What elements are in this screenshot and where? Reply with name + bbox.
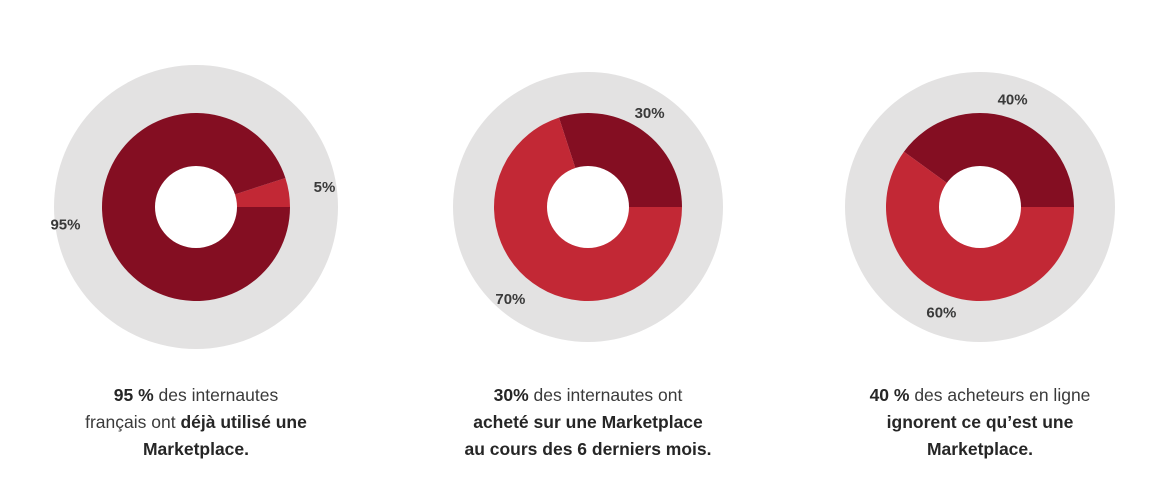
caption-3: 40 % des acheteurs en ligne ignorent ce … — [784, 382, 1176, 463]
donut-chart-1: 5% 95% — [50, 65, 338, 349]
donut-3-slice-1 — [903, 112, 1074, 207]
donut-2-hole — [547, 166, 629, 248]
donut-2-label-2: 70% — [495, 291, 525, 308]
caption-2-line1: des internautes ont — [528, 385, 683, 405]
donut-1-hole — [155, 166, 237, 248]
caption-1-line1: des internautes — [153, 385, 279, 405]
donut-2-label-1: 30% — [635, 105, 665, 122]
caption-1-line2-bold: déjà utilisé une — [180, 412, 307, 432]
caption-1-line3: Marketplace. — [142, 439, 250, 459]
donut-panel-1: 5% 95% 95 % des internautes français ont … — [0, 0, 392, 498]
caption-1: 95 % des internautes français ont déjà u… — [0, 382, 392, 463]
caption-2-line2-bold: acheté sur une Marketplace — [473, 412, 703, 432]
caption-1-highlight: 95 % — [113, 385, 154, 405]
caption-2-line3: au cours des 6 derniers mois. — [464, 439, 712, 459]
caption-3-line1: des acheteurs en ligne — [909, 385, 1091, 405]
caption-2-highlight: 30% — [493, 385, 529, 405]
caption-1-line2-plain: français ont — [85, 412, 181, 432]
donut-3-hole — [939, 166, 1021, 248]
donut-1-label-1: 5% — [314, 179, 336, 196]
donut-1-label-2: 95% — [50, 217, 80, 234]
caption-2: 30% des internautes ont acheté sur une M… — [392, 382, 784, 463]
donut-chart-3: 40% 60% — [845, 72, 1115, 342]
donut-3-label-1: 40% — [998, 91, 1028, 108]
donut-panel-3: 40% 60% 40 % des acheteurs en ligne ignor… — [784, 0, 1176, 498]
caption-3-line2-bold: ignorent ce qu’est une — [886, 412, 1074, 432]
caption-3-line3: Marketplace. — [926, 439, 1034, 459]
donut-panel-2: 30% 70% 30% des internautes ont acheté su… — [392, 0, 784, 498]
donut-chart-2: 30% 70% — [453, 72, 723, 342]
donut-3-label-2: 60% — [926, 304, 956, 321]
caption-3-highlight: 40 % — [869, 385, 910, 405]
